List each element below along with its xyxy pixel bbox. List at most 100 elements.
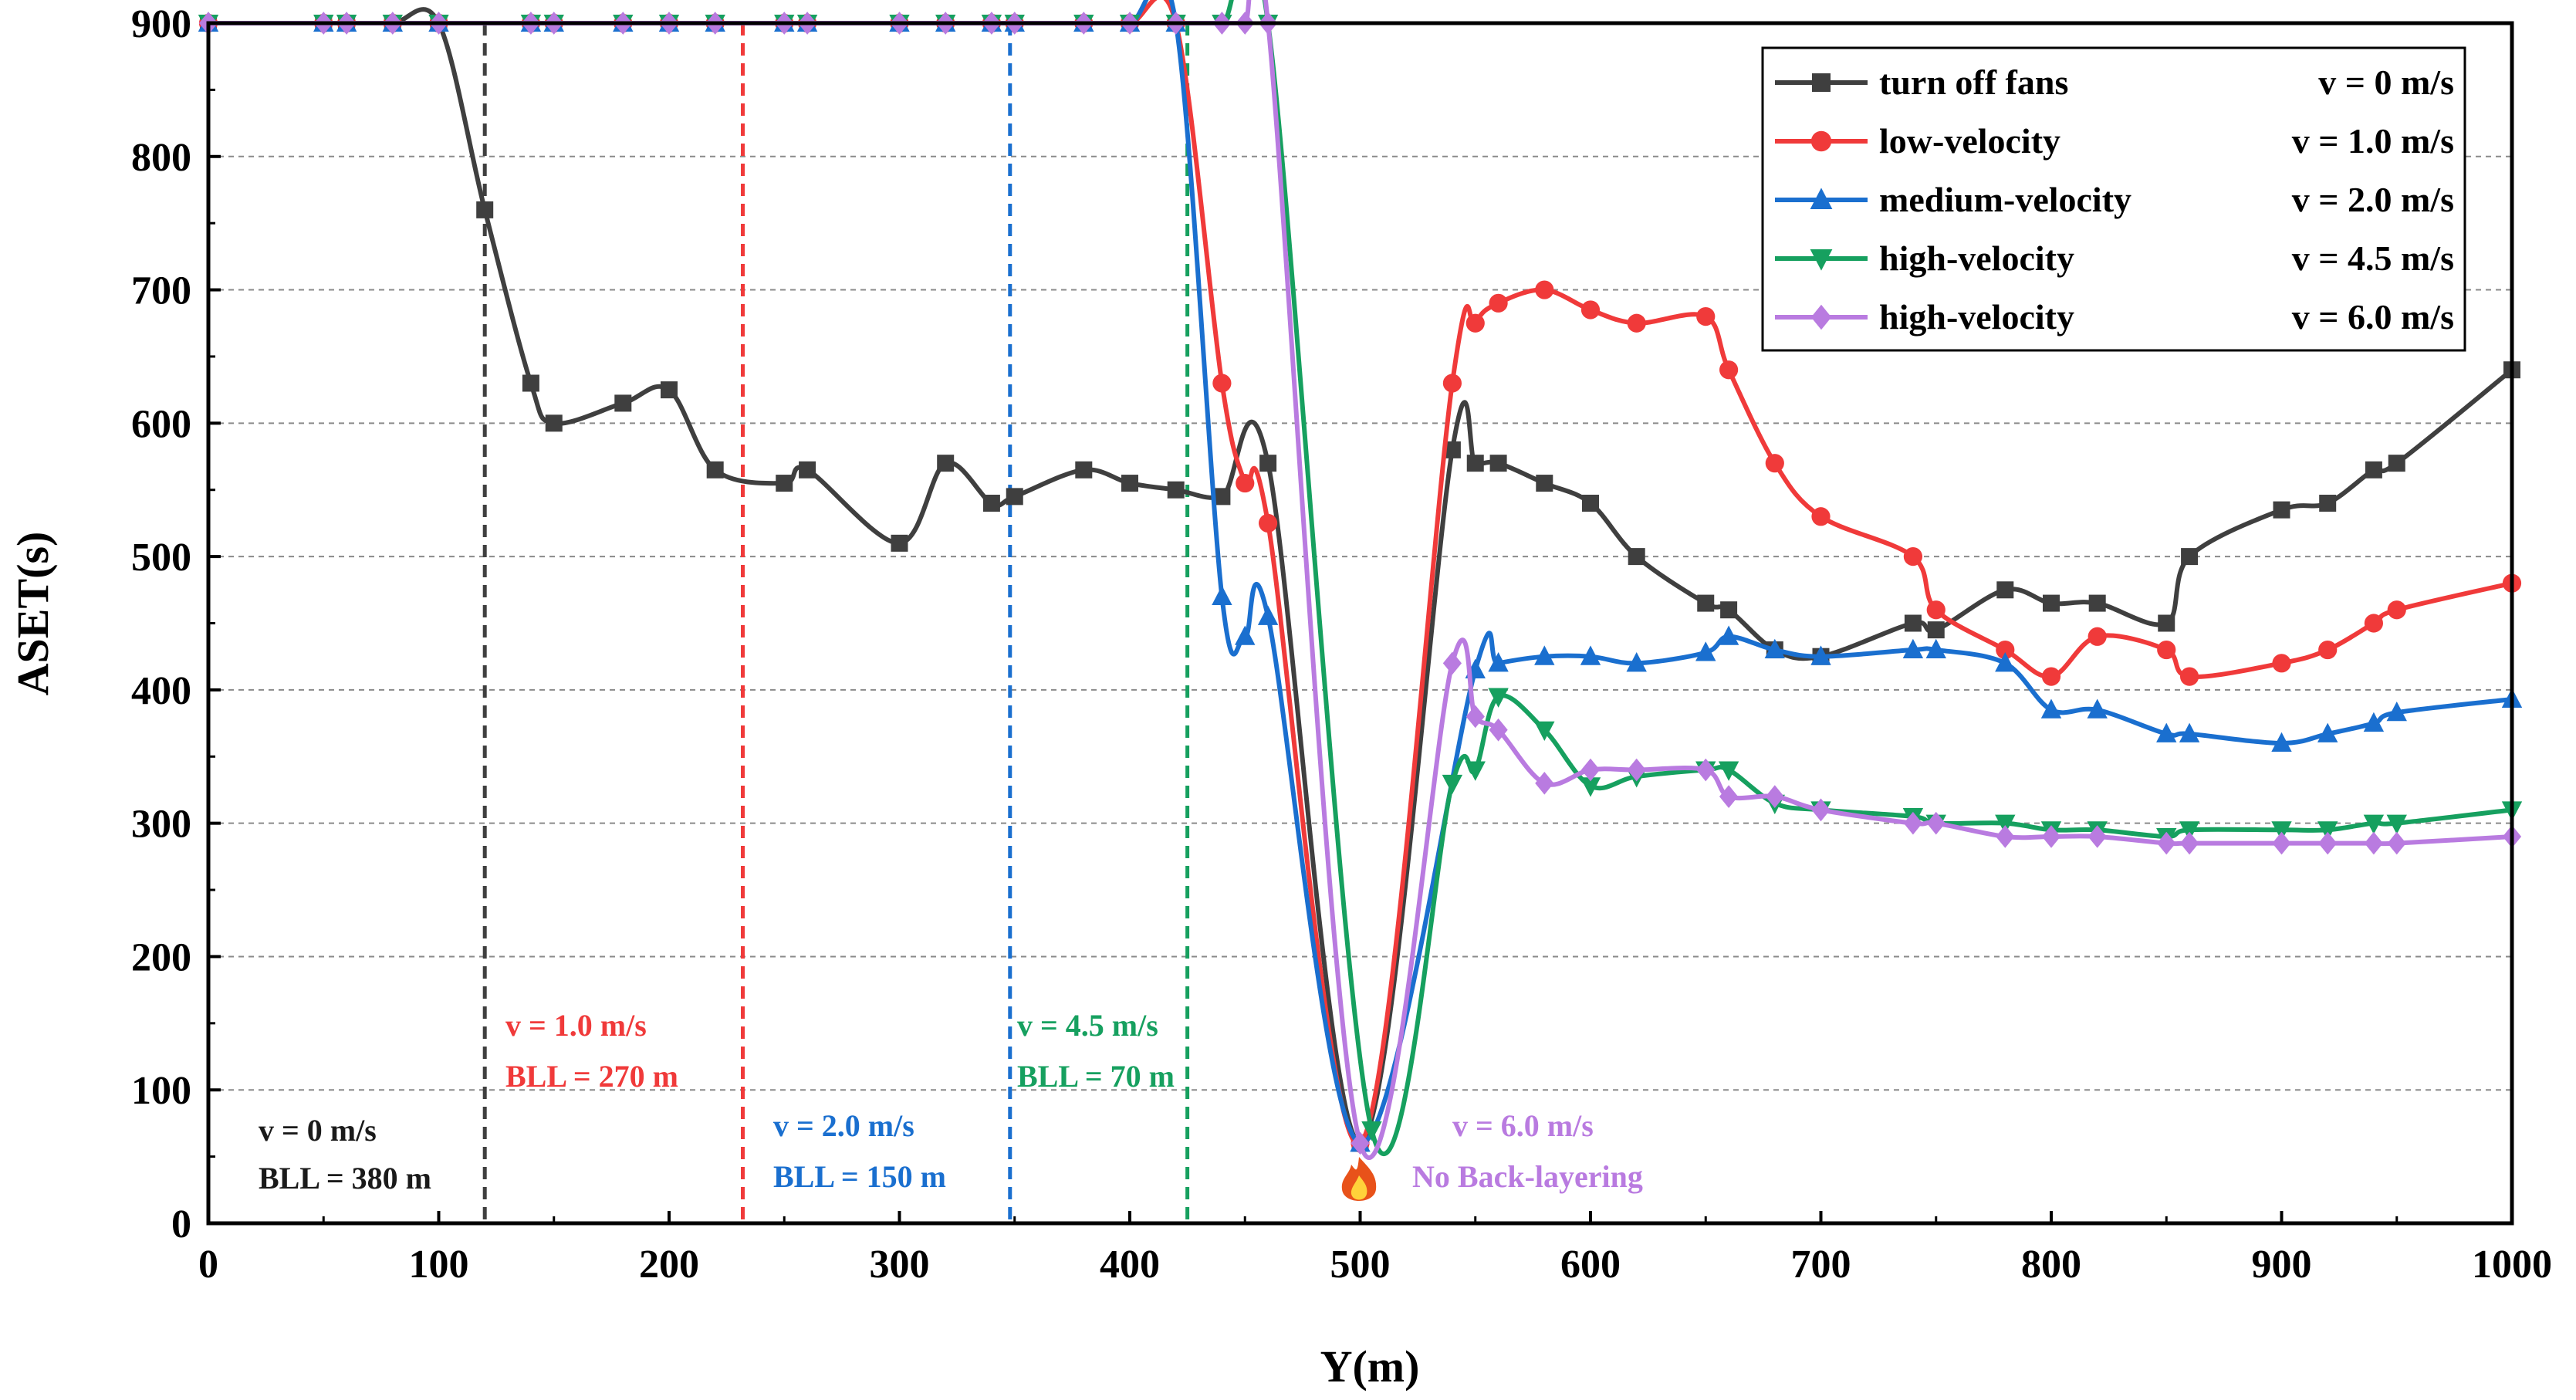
data-point-s0-12 — [799, 461, 816, 479]
annotation-v6: v = 6.0 m/s — [1452, 1108, 1594, 1143]
data-point-s0-9 — [661, 381, 678, 399]
legend: turn off fans v = 0 m/s low-velocity v =… — [1761, 46, 2466, 352]
legend-velocity-2: v = 2.0 m/s — [2292, 180, 2454, 219]
x-tick-label: 400 — [1100, 1243, 1160, 1287]
data-point-s2-25 — [1534, 645, 1555, 665]
y-tick-label: 100 — [131, 1069, 191, 1113]
y-tick-label: 0 — [171, 1202, 191, 1246]
data-point-s0-18 — [1121, 475, 1138, 492]
x-tick-label: 100 — [409, 1243, 469, 1287]
data-point-s3-39 — [2271, 821, 2292, 841]
data-point-s0-8 — [614, 394, 632, 412]
data-point-s4-43 — [2387, 831, 2406, 855]
x-tick-label: 500 — [1330, 1243, 1391, 1287]
data-point-s2-30 — [1764, 638, 1785, 659]
data-point-s2-34 — [1995, 652, 2016, 672]
y-axis-label: ASET(s) — [8, 532, 58, 696]
data-point-s2-32 — [1902, 638, 1924, 659]
data-point-s0-24 — [1466, 455, 1484, 472]
data-point-s1-23 — [1442, 374, 1462, 393]
data-point-s3-40 — [2317, 821, 2338, 841]
data-point-s3-38 — [2179, 821, 2200, 841]
data-point-s2-40 — [2317, 722, 2338, 742]
data-point-s0-30 — [1720, 601, 1738, 619]
legend-marker-0 — [1812, 73, 1831, 92]
x-tick-label: 1000 — [2472, 1243, 2552, 1287]
refline-label-v-3: v = 4.5 m/s — [1017, 1008, 1158, 1043]
data-point-s1-27 — [1580, 300, 1601, 320]
data-point-s0-36 — [2043, 594, 2060, 612]
y-tick-label: 200 — [131, 935, 191, 979]
data-point-s3-24 — [1488, 688, 1509, 708]
legend-name-4: high-velocity — [1879, 297, 2074, 336]
y-tick-label: 900 — [131, 2, 191, 46]
data-point-s4-35 — [1996, 825, 2015, 848]
data-point-s1-40 — [2272, 654, 2291, 673]
data-point-s2-19 — [1212, 585, 1232, 605]
data-point-s1-43 — [2387, 600, 2406, 620]
data-point-s0-43 — [2388, 455, 2405, 472]
data-point-s1-37 — [2088, 627, 2107, 646]
legend-marker-1 — [1810, 130, 1832, 152]
data-point-s0-20 — [1213, 488, 1231, 506]
refline-label-bll-3: BLL = 70 m — [1017, 1059, 1175, 1094]
data-point-s4-33 — [1903, 811, 1922, 835]
refline-label-v-2: v = 2.0 m/s — [773, 1108, 914, 1143]
legend-name-0: turn off fans — [1879, 63, 2068, 102]
data-point-s2-37 — [2156, 722, 2177, 742]
data-point-s1-28 — [1627, 313, 1646, 333]
y-tick-label: 600 — [131, 402, 191, 446]
data-point-s1-30 — [1719, 360, 1739, 380]
data-point-s2-26 — [1580, 645, 1601, 665]
data-point-s2-28 — [1695, 641, 1716, 661]
data-point-s1-32 — [1811, 507, 1831, 526]
refline-label-bll-0: BLL = 380 m — [259, 1161, 431, 1195]
data-point-s1-33 — [1903, 547, 1922, 566]
data-point-s1-42 — [2364, 614, 2383, 633]
data-point-s3-22 — [1442, 774, 1463, 795]
data-point-s1-35 — [1996, 640, 2015, 660]
data-point-s0-34 — [1927, 621, 1945, 639]
x-tick-label: 200 — [639, 1243, 699, 1287]
refline-label-bll-2: BLL = 150 m — [773, 1159, 946, 1194]
data-point-s2-24 — [1488, 652, 1509, 672]
data-point-s0-26 — [1536, 475, 1553, 492]
annotation-no-backlayering: No Back-layering — [1412, 1159, 1643, 1194]
data-point-s1-41 — [2318, 640, 2338, 660]
y-tick-label: 700 — [131, 269, 191, 313]
data-point-s0-19 — [1167, 481, 1185, 499]
data-point-s4-23 — [1442, 651, 1462, 675]
data-point-s0-23 — [1443, 441, 1461, 458]
legend-velocity-1: v = 1.0 m/s — [2292, 121, 2454, 161]
data-point-s2-21 — [1257, 605, 1279, 625]
data-point-s0-42 — [2365, 461, 2382, 479]
refline-label-bll-1: BLL = 270 m — [505, 1059, 678, 1094]
data-point-s1-25 — [1489, 293, 1508, 313]
refline-label-v-1: v = 1.0 m/s — [505, 1008, 647, 1043]
data-point-s3-29 — [1718, 761, 1739, 781]
data-point-s0-40 — [2273, 501, 2290, 519]
data-point-s0-21 — [1259, 455, 1277, 472]
data-point-s1-31 — [1765, 454, 1784, 473]
data-point-s3-23 — [1465, 761, 1486, 781]
legend-name-1: low-velocity — [1879, 121, 2060, 161]
legend-markers — [1775, 73, 1868, 330]
data-point-s4-29 — [1696, 758, 1716, 782]
x-tick-label: 900 — [2252, 1243, 2312, 1287]
data-point-s0-6 — [522, 374, 539, 392]
fire-icon — [1341, 1157, 1377, 1201]
refline-label-v-0: v = 0 m/s — [259, 1113, 377, 1148]
data-point-s0-35 — [1996, 581, 2014, 599]
legend-marker-3 — [1810, 249, 1833, 271]
data-point-s4-34 — [1926, 811, 1946, 835]
axis-ticks: 0 100 200 300 400 500 600 700 800 900 1000 0 100 200 3… — [131, 2, 2552, 1287]
data-point-s4-37 — [2088, 825, 2107, 848]
data-point-s0-29 — [1697, 594, 1715, 612]
data-point-s2-41 — [2363, 712, 2385, 732]
data-point-s3-21 — [1361, 1121, 1382, 1141]
x-tick-label: 0 — [198, 1243, 218, 1287]
data-point-s1-20 — [1236, 473, 1255, 493]
data-point-s0-10 — [706, 461, 724, 479]
data-point-s1-26 — [1535, 280, 1554, 299]
legend-velocity-0: v = 0 m/s — [2318, 63, 2454, 102]
